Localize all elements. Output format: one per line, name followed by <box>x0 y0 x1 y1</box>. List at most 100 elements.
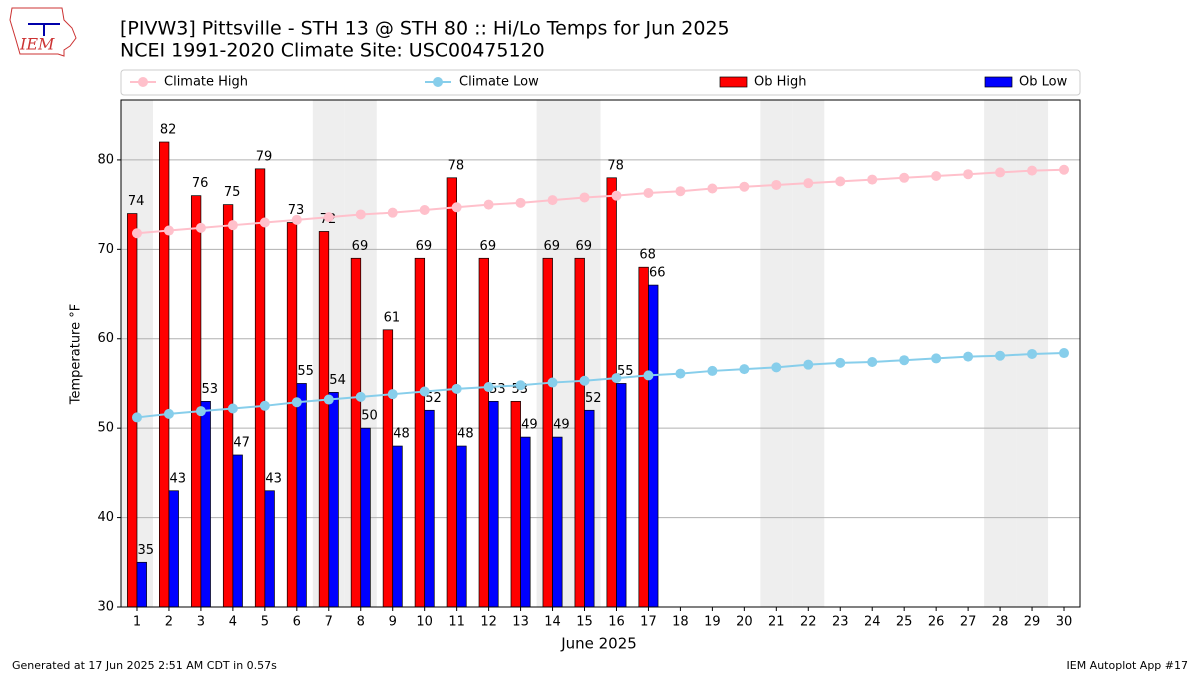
data-label: 35 <box>138 543 155 558</box>
x-tick-label: 28 <box>992 615 1009 630</box>
data-label: 69 <box>480 239 497 254</box>
line-marker <box>1059 164 1070 175</box>
line-marker <box>579 375 590 386</box>
logo: IEM <box>9 7 77 57</box>
x-tick-label: 11 <box>448 615 465 630</box>
bar <box>478 257 489 608</box>
data-label: 52 <box>585 391 602 406</box>
footer-left: Generated at 17 Jun 2025 2:51 AM CDT in … <box>12 659 277 672</box>
bar <box>360 427 371 608</box>
legend-swatch <box>719 76 748 88</box>
legend-label: Ob Low <box>1019 75 1068 90</box>
line-marker <box>259 400 270 411</box>
line-marker <box>547 377 558 388</box>
bar <box>127 213 138 608</box>
bar <box>648 284 659 608</box>
bar <box>254 168 266 608</box>
line-marker <box>355 391 366 402</box>
data-label: 43 <box>169 471 186 486</box>
x-tick-label: 10 <box>416 615 433 630</box>
line-marker <box>739 181 750 192</box>
data-label: 55 <box>617 364 634 379</box>
data-label: 82 <box>160 123 177 138</box>
bar <box>286 222 298 608</box>
bar <box>414 257 426 608</box>
data-label: 78 <box>448 158 465 173</box>
bar <box>584 409 595 608</box>
bar <box>350 257 362 608</box>
line-marker <box>355 209 366 220</box>
line-marker <box>835 176 846 187</box>
x-tick-label: 21 <box>768 615 785 630</box>
data-label: 54 <box>329 373 346 388</box>
line-marker <box>515 197 526 208</box>
logo-outline <box>9 7 77 57</box>
weekend-shade <box>792 100 825 607</box>
bar <box>574 257 585 608</box>
x-tick-label: 5 <box>261 615 269 630</box>
bar <box>296 383 307 608</box>
line-marker <box>227 220 238 231</box>
line-marker <box>771 362 782 373</box>
x-tick-label: 17 <box>640 615 657 630</box>
line-marker <box>323 394 334 405</box>
bar <box>200 400 211 608</box>
x-tick-label: 27 <box>960 615 977 630</box>
bar <box>638 266 649 608</box>
line-marker <box>419 386 430 397</box>
bar <box>552 436 563 608</box>
bar <box>606 177 617 608</box>
data-label: 76 <box>192 176 209 191</box>
legend-label: Climate High <box>164 75 248 90</box>
line-marker <box>131 228 142 239</box>
data-label: 79 <box>256 149 273 164</box>
bar <box>542 257 553 608</box>
y-tick-label: 30 <box>97 600 114 615</box>
x-axis-label: June 2025 <box>560 635 637 653</box>
line-marker <box>867 356 878 367</box>
x-tick-label: 22 <box>800 615 817 630</box>
bar <box>520 436 531 608</box>
data-label: 48 <box>393 427 410 442</box>
line-marker <box>1027 348 1038 359</box>
line-marker <box>739 364 750 375</box>
line-marker <box>899 172 910 183</box>
data-label: 49 <box>521 418 538 433</box>
line-marker <box>195 406 206 417</box>
bar <box>136 561 147 608</box>
x-tick-label: 3 <box>197 615 205 630</box>
legend-marker <box>433 77 443 87</box>
bar <box>456 445 467 608</box>
data-label: 48 <box>457 427 474 442</box>
data-label: 73 <box>288 203 305 218</box>
x-tick-label: 16 <box>608 615 625 630</box>
x-tick-label: 29 <box>1024 615 1041 630</box>
plot-frame <box>120 99 1081 608</box>
data-label: 69 <box>543 239 560 254</box>
line-marker <box>611 190 622 201</box>
data-label: 78 <box>607 158 624 173</box>
line-marker <box>707 365 718 376</box>
line-marker <box>419 204 430 215</box>
legend-label: Ob High <box>754 75 807 90</box>
data-label: 69 <box>416 239 433 254</box>
chart-title: [PIVW3] Pittsville - STH 13 @ STH 80 :: … <box>120 18 730 40</box>
line-marker <box>803 359 814 370</box>
line-marker <box>963 169 974 180</box>
data-label: 74 <box>128 194 145 209</box>
data-label: 69 <box>575 239 592 254</box>
x-tick-label: 26 <box>928 615 945 630</box>
line-marker <box>323 212 334 223</box>
bar <box>168 490 179 608</box>
x-tick-label: 4 <box>229 615 237 630</box>
data-label: 53 <box>201 382 218 397</box>
x-tick-label: 9 <box>389 615 397 630</box>
line-marker <box>611 373 622 384</box>
x-tick-label: 30 <box>1056 615 1073 630</box>
x-tick-label: 14 <box>544 615 561 630</box>
bar <box>488 400 499 608</box>
y-tick-label: 70 <box>97 242 114 257</box>
line-marker <box>451 202 462 213</box>
x-tick-label: 13 <box>512 615 529 630</box>
